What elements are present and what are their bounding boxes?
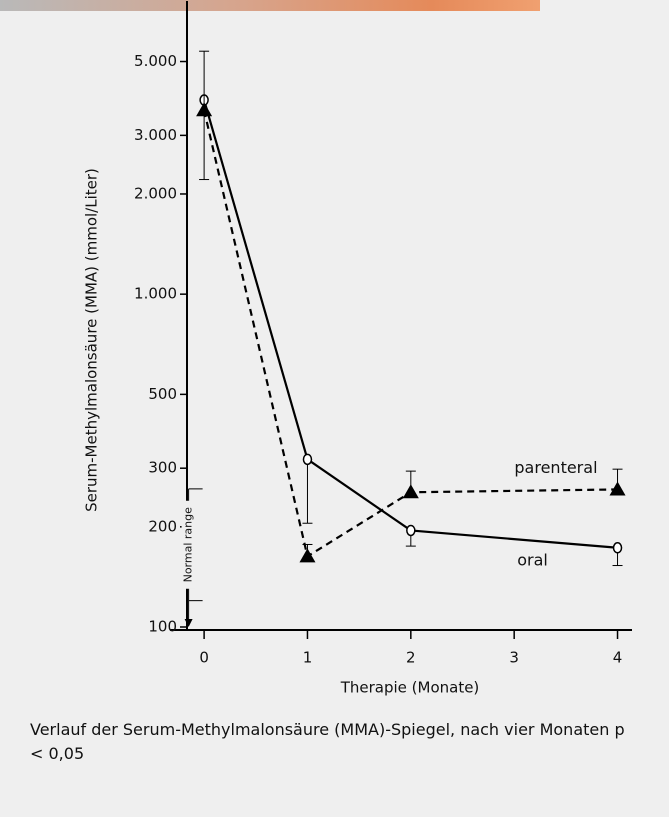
x-tick-label: 0 xyxy=(199,649,209,667)
header-strip xyxy=(0,0,540,11)
marker xyxy=(302,453,313,466)
series-label: oral xyxy=(517,550,548,569)
marker xyxy=(196,102,213,117)
y-tick-label: 500 xyxy=(148,385,177,403)
y-axis-label: Serum-Methylmalonsäure (MMA) (mmol/Liter… xyxy=(83,168,101,512)
y-tick-label: 5.000 xyxy=(134,52,177,70)
series-line xyxy=(203,109,618,559)
y-tick-label: 1.000 xyxy=(134,285,177,303)
marker xyxy=(609,481,626,496)
marker xyxy=(406,524,416,537)
x-tick-label: 2 xyxy=(406,649,416,667)
y-tick-label: 200 xyxy=(148,517,177,535)
x-tick-label: 3 xyxy=(509,649,519,667)
normal-range-arrow xyxy=(184,619,193,627)
x-axis-label: Therapie (Monate) xyxy=(340,679,480,697)
x-tick-label: 1 xyxy=(303,649,313,667)
marker xyxy=(612,542,623,554)
series-label: parenteral xyxy=(514,458,597,477)
caption: Verlauf der Serum-Methylmalonsäure (MMA)… xyxy=(30,720,625,763)
marker xyxy=(402,484,419,499)
marker xyxy=(299,548,316,563)
normal-range-label: Normal range xyxy=(182,507,195,583)
series-line xyxy=(203,99,618,549)
y-tick-label: 300 xyxy=(148,459,177,477)
normal-range-label-bg xyxy=(181,500,196,589)
y-tick-label: 2.000 xyxy=(134,184,177,202)
x-tick-label: 4 xyxy=(613,649,623,667)
y-tick-label: 100 xyxy=(148,618,177,636)
y-tick-label: 3.000 xyxy=(134,126,177,144)
